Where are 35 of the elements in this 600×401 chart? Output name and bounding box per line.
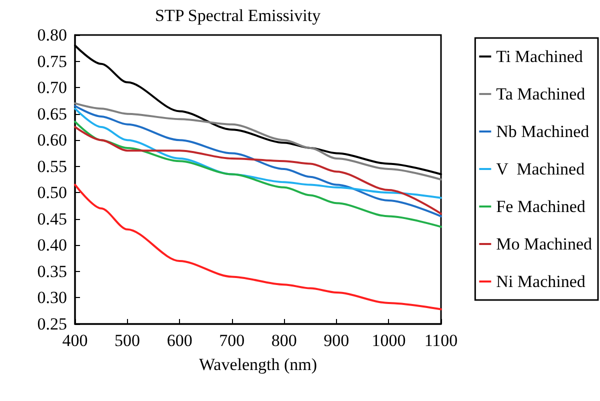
y-tick-label: 0.40 <box>37 236 67 255</box>
x-tick-label: 800 <box>271 331 297 350</box>
x-tick-label: 1000 <box>372 331 406 350</box>
y-tick-label: 0.45 <box>37 209 67 228</box>
y-tick-label: 0.35 <box>37 262 67 281</box>
y-tick-label: 0.60 <box>37 130 67 150</box>
line-series <box>74 102 442 180</box>
x-tick-label: 500 <box>114 331 140 350</box>
y-tick-label: 0.65 <box>37 104 67 124</box>
y-tick-label: 0.80 <box>37 26 67 44</box>
x-axis-title: Wavelength (nm) <box>198 355 318 374</box>
y-tick-label: 0.75 <box>37 52 67 71</box>
x-tick-label: 400 <box>62 331 88 350</box>
x-tick-label: 600 <box>166 331 192 350</box>
line-series <box>74 126 442 215</box>
x-tick-label: 1100 <box>424 331 458 350</box>
legend-label: Ni Machined <box>496 272 586 291</box>
legend-label: Mo Machined <box>496 234 592 254</box>
legend-label: V Machined <box>496 160 586 178</box>
legend-label: Ti Machined <box>496 47 584 66</box>
line-series <box>74 104 442 218</box>
y-tick-label: 0.70 <box>37 78 67 98</box>
y-tick-label: 0.30 <box>37 288 67 308</box>
line-series <box>74 108 442 199</box>
line-series <box>74 184 442 310</box>
y-tick-label: 0.50 <box>37 183 67 202</box>
y-tick-label: 0.25 <box>37 314 67 334</box>
y-tick-label: 0.55 <box>37 156 67 176</box>
x-tick-label: 700 <box>219 331 245 350</box>
x-tick-label: 900 <box>324 331 350 350</box>
legend-label: Ta Machined <box>496 84 586 104</box>
line-series <box>74 120 442 228</box>
legend-label: Nb Machined <box>496 122 590 141</box>
chart-title: STP Spectral Emissivity <box>155 6 322 25</box>
legend-label: Fe Machined <box>496 197 586 216</box>
